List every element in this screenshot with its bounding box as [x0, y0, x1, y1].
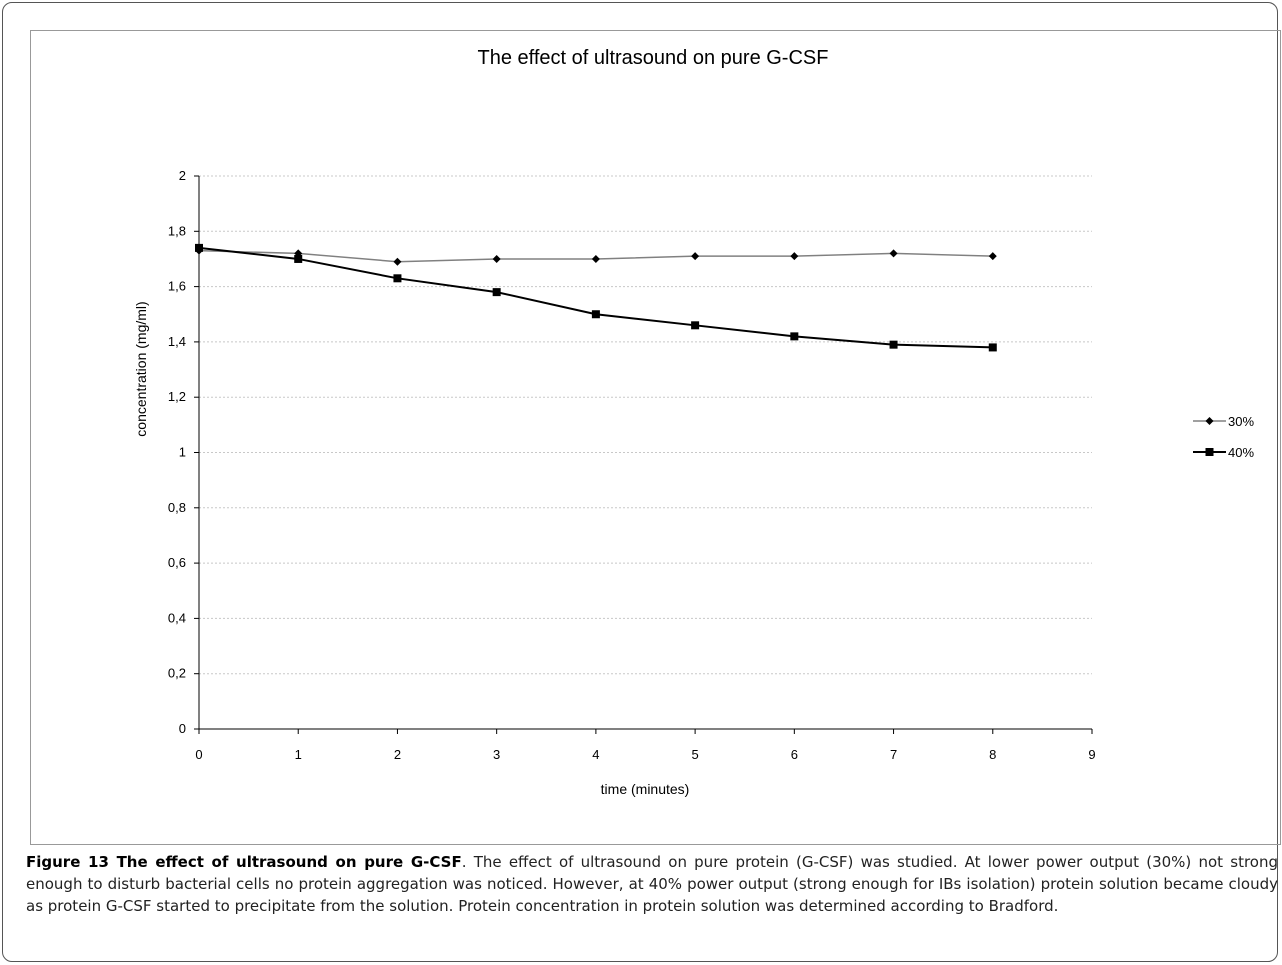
data-point-40pct — [393, 274, 402, 283]
y-tick-label: 0 — [179, 721, 186, 736]
x-tick-label: 8 — [989, 747, 996, 762]
axes: 0 0,2 0,4 0,6 0,8 1 1,2 1,4 1,6 1,8 2 0 1 2 3 4 5 6 7 8 9 — [168, 168, 1096, 762]
y-tick-label: 1,8 — [168, 223, 186, 238]
figure-caption: Figure 13 The effect of ultrasound on pu… — [26, 851, 1278, 917]
y-tick-label: 1,6 — [168, 279, 186, 294]
x-tick-label: 4 — [592, 747, 599, 762]
data-point-40pct — [790, 332, 799, 341]
legend: 30% 40% — [1193, 414, 1254, 460]
x-tick-label: 1 — [295, 747, 302, 762]
caption-label: Figure 13 The effect of ultrasound on pu… — [26, 853, 462, 871]
chart-title: The effect of ultrasound on pure G-CSF — [478, 47, 829, 69]
data-point-40pct — [691, 321, 700, 330]
x-tick-label: 0 — [195, 747, 202, 762]
grid-lines — [199, 175, 1092, 675]
chart-area: The effect of ultrasound on pure G-CSF 0… — [30, 30, 1281, 845]
legend-marker — [1205, 417, 1214, 425]
x-tick-label: 5 — [691, 747, 698, 762]
y-tick-label: 2 — [179, 168, 186, 183]
y-tick-label: 0,8 — [168, 500, 186, 515]
x-tick-label: 3 — [493, 747, 500, 762]
legend-label: 30% — [1228, 414, 1254, 429]
y-tick-label: 1,2 — [168, 389, 186, 404]
data-point-30pct — [591, 254, 600, 263]
x-axis-title: time (minutes) — [601, 781, 690, 797]
data-point-30pct — [492, 254, 501, 263]
data-point-30pct — [691, 252, 700, 261]
x-tick-label: 7 — [890, 747, 897, 762]
caption-text: . The effect of ultrasound on pure prote… — [26, 853, 1279, 915]
data-point-40pct — [492, 288, 501, 297]
data-point-40pct — [591, 310, 600, 319]
legend-label: 40% — [1228, 445, 1254, 460]
legend-marker — [1205, 448, 1214, 456]
x-tick-label: 6 — [791, 747, 798, 762]
data-point-40pct — [294, 254, 303, 263]
data-point-40pct — [195, 243, 203, 252]
y-tick-label: 0,6 — [168, 555, 186, 570]
data-point-40pct — [988, 343, 997, 352]
x-tick-label: 9 — [1088, 747, 1095, 762]
chart-svg: The effect of ultrasound on pure G-CSF 0… — [133, 47, 1254, 797]
y-tick-label: 1,4 — [168, 334, 186, 349]
data-point-30pct — [393, 257, 402, 266]
x-tick-label: 2 — [394, 747, 401, 762]
data-point-30pct — [790, 252, 799, 261]
data-point-40pct — [889, 340, 898, 349]
y-tick-label: 0,4 — [168, 610, 186, 625]
data-point-30pct — [889, 249, 898, 258]
y-tick-label: 1 — [179, 445, 186, 460]
data-point-30pct — [988, 252, 997, 261]
y-tick-label: 0,2 — [168, 666, 186, 681]
y-axis-title: concentration (mg/ml) — [133, 301, 149, 436]
series-group — [195, 243, 997, 352]
